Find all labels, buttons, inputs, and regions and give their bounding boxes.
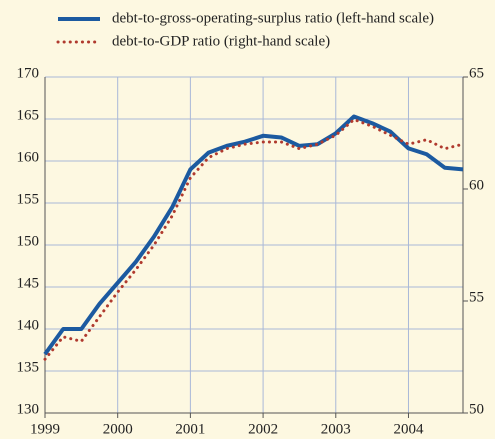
data-line — [43, 117, 465, 361]
y2-tick-label: 50 — [469, 401, 484, 417]
y-tick-label: 130 — [17, 401, 40, 417]
x-tick-label: 2001 — [175, 421, 205, 437]
legend-label: debt-to-gross-operating-surplus ratio (l… — [112, 10, 434, 26]
x-tick-label: 2000 — [103, 421, 133, 437]
y-tick-label: 155 — [17, 191, 40, 207]
y-tick-label: 160 — [17, 149, 40, 165]
x-tick-label: 2003 — [321, 421, 351, 437]
y-tick-label: 150 — [17, 233, 40, 249]
data-line — [43, 114, 464, 356]
y-tick-label: 165 — [17, 107, 40, 123]
y2-tick-label: 65 — [469, 65, 484, 81]
x-tick-label: 2004 — [393, 421, 424, 437]
y2-tick-label: 60 — [469, 177, 484, 193]
y-tick-label: 170 — [17, 65, 40, 81]
x-tick-label: 2002 — [248, 421, 278, 437]
y-tick-label: 145 — [17, 275, 40, 291]
x-tick-label: 1999 — [30, 421, 60, 437]
legend-label: debt-to-GDP ratio (right-hand scale) — [112, 33, 330, 49]
y-tick-label: 135 — [17, 359, 40, 375]
y2-tick-label: 55 — [469, 289, 484, 305]
y-tick-label: 140 — [17, 317, 40, 333]
